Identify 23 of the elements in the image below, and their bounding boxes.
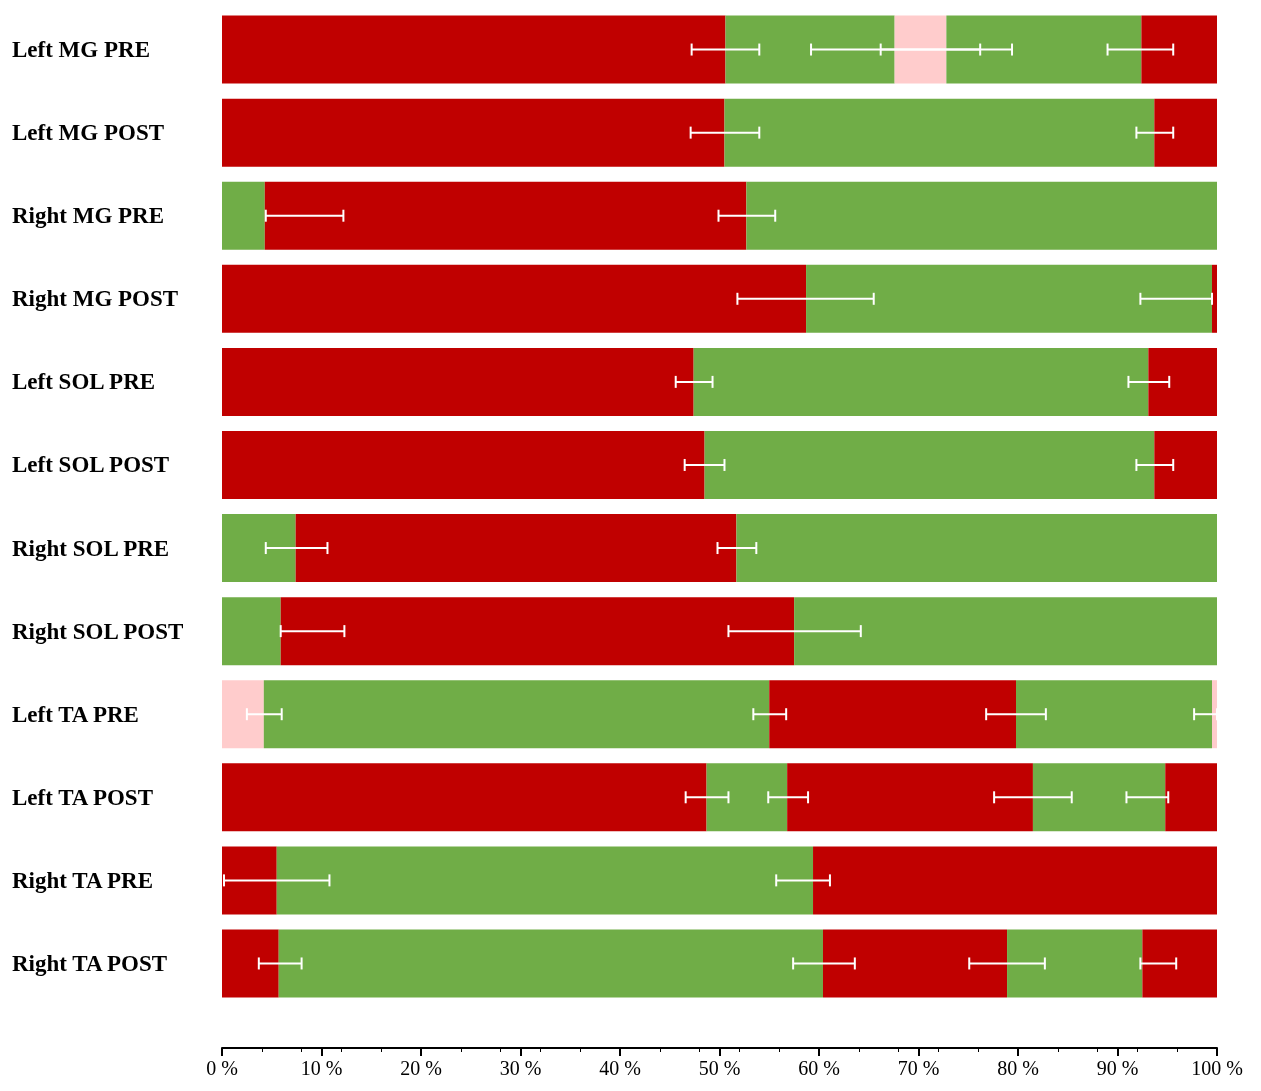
- y-tick-label: Right SOL POST: [12, 618, 184, 644]
- x-tick-label: 100 %: [1191, 1057, 1243, 1079]
- x-tick-label: 10 %: [300, 1057, 343, 1079]
- y-tick-label: Left MG POST: [12, 120, 165, 146]
- y-tick-label: Right MG POST: [12, 286, 179, 312]
- y-tick-label: Left SOL PRE: [12, 369, 156, 395]
- y-tick-label: Right TA POST: [12, 950, 168, 976]
- x-tick-label: 80 %: [997, 1057, 1039, 1079]
- x-tick-label: 30 %: [499, 1057, 542, 1079]
- x-tick-label: 90 %: [1096, 1057, 1139, 1079]
- y-tick-label: Left MG PRE: [12, 37, 150, 63]
- x-tick-label: 70 %: [897, 1057, 940, 1079]
- y-tick-label: Left TA POST: [12, 784, 153, 810]
- x-tick-label: 50 %: [698, 1057, 741, 1079]
- x-tick-label: 20 %: [400, 1057, 442, 1079]
- y-tick-label: Left TA PRE: [12, 701, 139, 727]
- y-tick-label: Right MG PRE: [12, 203, 165, 229]
- y-tick-label: Left SOL POST: [12, 452, 170, 478]
- y-tick-label: Right SOL PRE: [12, 535, 170, 561]
- x-tick-label: 60 %: [798, 1057, 840, 1079]
- y-tick-label: Right TA PRE: [12, 867, 154, 893]
- x-tick-label: 40 %: [599, 1057, 641, 1079]
- x-tick-label: 0 %: [206, 1057, 238, 1079]
